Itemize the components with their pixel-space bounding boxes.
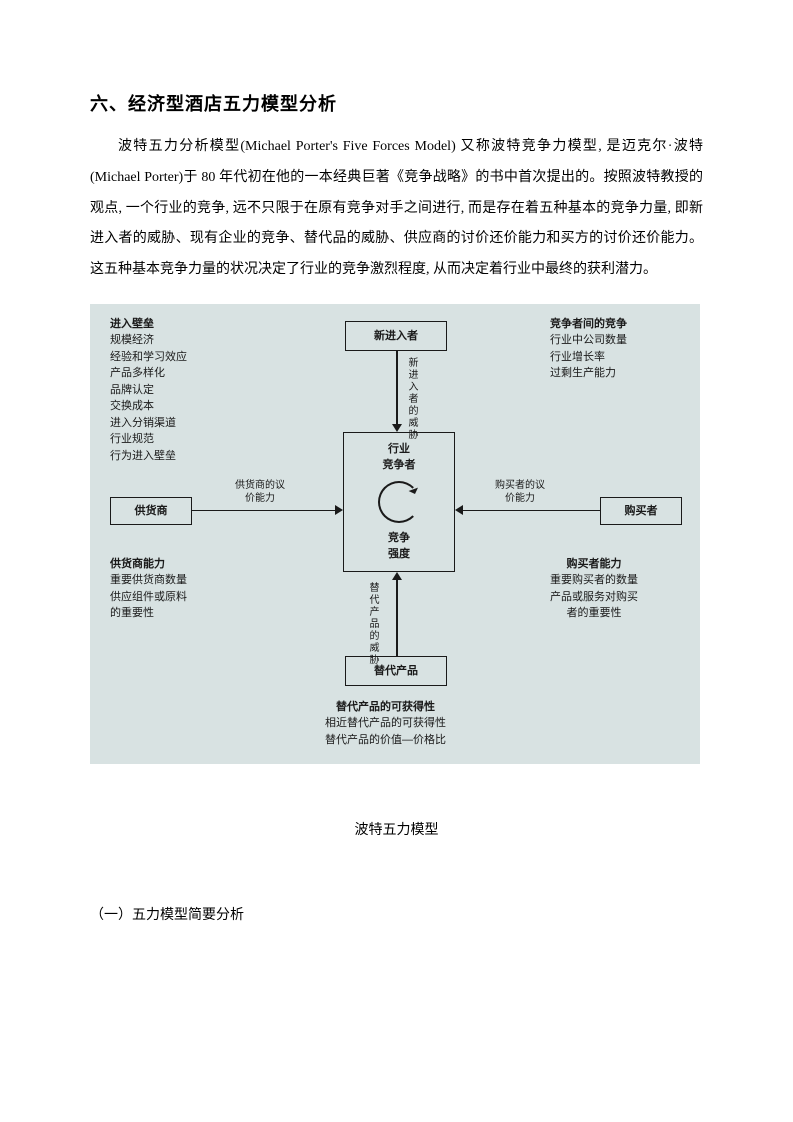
arrow-top bbox=[396, 351, 398, 424]
supplier-power-block: 供货商能力 重要供货商数量 供应组件或原料 的重要性 bbox=[110, 556, 187, 622]
arrow-label-right: 购买者的议 价能力 bbox=[495, 479, 545, 505]
entry-barriers-block: 进入壁垒 规模经济 经验和学习效应 产品多样化 品牌认定 交换成本 进入分销渠道… bbox=[110, 316, 187, 465]
substitutes-box: 替代产品 bbox=[345, 656, 447, 686]
cycle-arrow-icon bbox=[378, 481, 420, 523]
subsection-heading: （一）五力模型简要分析 bbox=[90, 904, 703, 924]
rivalry-block: 竞争者间的竞争 行业中公司数量 行业增长率 过剩生产能力 bbox=[550, 316, 627, 382]
substitutes-block: 替代产品的可获得性 相近替代产品的可获得性 替代产品的价值—价格比 bbox=[325, 699, 446, 749]
five-forces-diagram: 进入壁垒 规模经济 经验和学习效应 产品多样化 品牌认定 交换成本 进入分销渠道… bbox=[90, 304, 700, 764]
arrowhead-right-icon bbox=[335, 505, 343, 515]
arrow-label-top: 新进入者的威胁 bbox=[405, 357, 418, 441]
arrowhead-down-icon bbox=[392, 424, 402, 432]
arrowhead-up-icon bbox=[392, 572, 402, 580]
diagram-caption: 波特五力模型 bbox=[90, 819, 703, 839]
arrowhead-left-icon bbox=[455, 505, 463, 515]
buyers-box: 购买者 bbox=[600, 497, 682, 525]
arrow-right bbox=[463, 510, 600, 512]
section-heading: 六、经济型酒店五力模型分析 bbox=[90, 90, 703, 116]
suppliers-box: 供货商 bbox=[110, 497, 192, 525]
arrow-label-left: 供货商的议 价能力 bbox=[235, 479, 285, 505]
new-entrants-box: 新进入者 bbox=[345, 321, 447, 351]
arrow-label-bottom: 替代产品的威胁 bbox=[366, 582, 379, 666]
intro-paragraph: 波特五力分析模型(Michael Porter's Five Forces Mo… bbox=[90, 132, 703, 286]
arrow-bottom bbox=[396, 580, 398, 656]
buyer-power-block: 购买者能力 重要购买者的数量 产品或服务对购买 者的重要性 bbox=[550, 556, 638, 622]
arrow-left bbox=[192, 510, 335, 512]
industry-rivalry-box: 行业 竞争者 竞争 强度 bbox=[343, 432, 455, 572]
